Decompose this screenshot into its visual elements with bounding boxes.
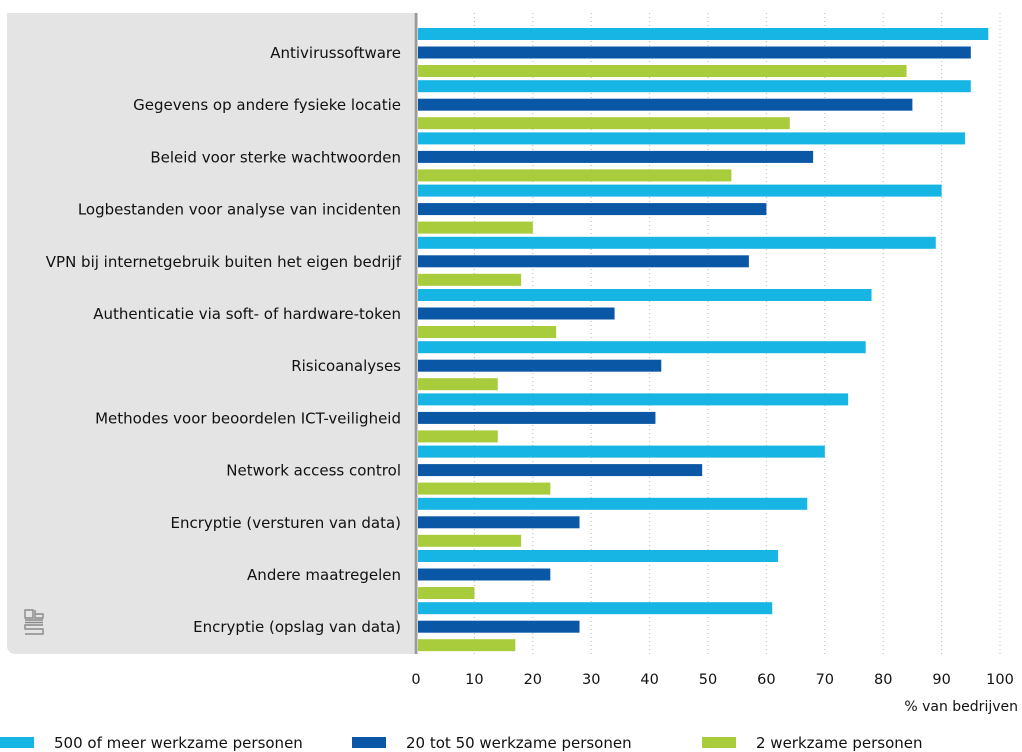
category-label: Andere maatregelen: [247, 566, 401, 584]
bar-1: [418, 28, 989, 40]
x-tick-labels: 0 10 20 30 40 50 60 70 80 90 100: [411, 672, 1013, 688]
category-labels: Antivirussoftware Gegevens op andere fysi…: [46, 44, 402, 636]
bar-2: [418, 411, 656, 424]
bar-3: [418, 587, 475, 599]
category-label: Risicoanalyses: [291, 357, 401, 375]
category-label: Logbestanden voor analyse van incidenten: [78, 201, 401, 219]
legend-label: 20 tot 50 werkzame personen: [406, 733, 632, 752]
bar-2: [418, 203, 767, 216]
bar-1: [418, 497, 808, 510]
bars: [418, 28, 989, 652]
bar-2: [418, 464, 703, 477]
bar-3: [418, 482, 551, 495]
legend-item: 500 of meer werkzame personen: [0, 733, 303, 752]
bar-3: [418, 639, 516, 652]
bar-2: [418, 255, 749, 268]
x-tick-label: 30: [582, 672, 600, 688]
x-tick-label: 40: [640, 672, 658, 688]
legend-label: 500 of meer werkzame personen: [54, 733, 303, 752]
bar-2: [418, 568, 551, 581]
cbs-logo-icon: [24, 609, 44, 635]
category-label: Encryptie (opslag van data): [193, 618, 401, 636]
bar-3: [418, 169, 732, 182]
bar-1: [418, 236, 936, 249]
bar-1: [418, 289, 872, 301]
legend-label: 2 werkzame personen: [756, 733, 923, 752]
category-label: VPN bij internetgebruik buiten het eigen…: [46, 253, 402, 271]
bar-1: [418, 132, 965, 145]
x-tick-label: 60: [757, 672, 775, 688]
bar-2: [418, 516, 580, 529]
bar-3: [418, 534, 522, 547]
bar-2: [418, 98, 913, 111]
bar-3: [418, 117, 790, 130]
x-tick-label: 80: [874, 672, 892, 688]
x-tick-label: 100: [986, 672, 1014, 688]
category-label: Beleid voor sterke wachtwoorden: [150, 148, 401, 166]
category-label: Network access control: [226, 462, 401, 480]
category-label: Antivirussoftware: [270, 44, 401, 62]
bar-3: [418, 430, 498, 443]
bar-3: [418, 273, 522, 286]
bar-1: [418, 602, 773, 615]
bar-3: [418, 326, 557, 338]
legend-swatch: [702, 737, 736, 748]
bar-3: [418, 65, 907, 77]
category-label: Gegevens op andere fysieke locatie: [133, 96, 401, 114]
bar-2: [418, 307, 615, 320]
bar-2: [418, 620, 580, 633]
bar-2: [418, 150, 814, 163]
legend-item: 2 werkzame personen: [702, 733, 923, 752]
bar-1: [418, 445, 825, 458]
x-tick-label: 50: [699, 672, 717, 688]
x-tick-label: 10: [465, 672, 483, 688]
bar-1: [418, 184, 942, 197]
bar-1: [418, 341, 866, 354]
bar-1: [418, 393, 849, 406]
legend-swatch: [0, 737, 34, 748]
x-axis-title: % van bedrijven: [904, 699, 1018, 715]
legend-item: 20 tot 50 werkzame personen: [352, 733, 632, 752]
bar-chart: Antivirussoftware Gegevens op andere fysi…: [46, 13, 1018, 715]
x-tick-label: 70: [816, 672, 834, 688]
bar-2: [418, 46, 971, 59]
x-tick-label: 20: [524, 672, 542, 688]
x-tick-label: 90: [932, 672, 950, 688]
category-label-panel: [7, 13, 414, 654]
bar-3: [418, 378, 498, 391]
category-label: Methodes voor beoordelen ICT-veiligheid: [95, 409, 401, 427]
legend: 500 of meer werkzame personen 20 tot 50 w…: [0, 733, 1022, 752]
category-label: Authenticatie via soft- of hardware-toke…: [93, 305, 401, 323]
category-label: Encryptie (versturen van data): [171, 514, 402, 532]
bar-2: [418, 359, 662, 372]
bar-1: [418, 80, 971, 93]
bar-1: [418, 550, 779, 562]
x-tick-label: 0: [411, 672, 420, 688]
legend-swatch: [352, 737, 386, 748]
bar-3: [418, 221, 533, 234]
